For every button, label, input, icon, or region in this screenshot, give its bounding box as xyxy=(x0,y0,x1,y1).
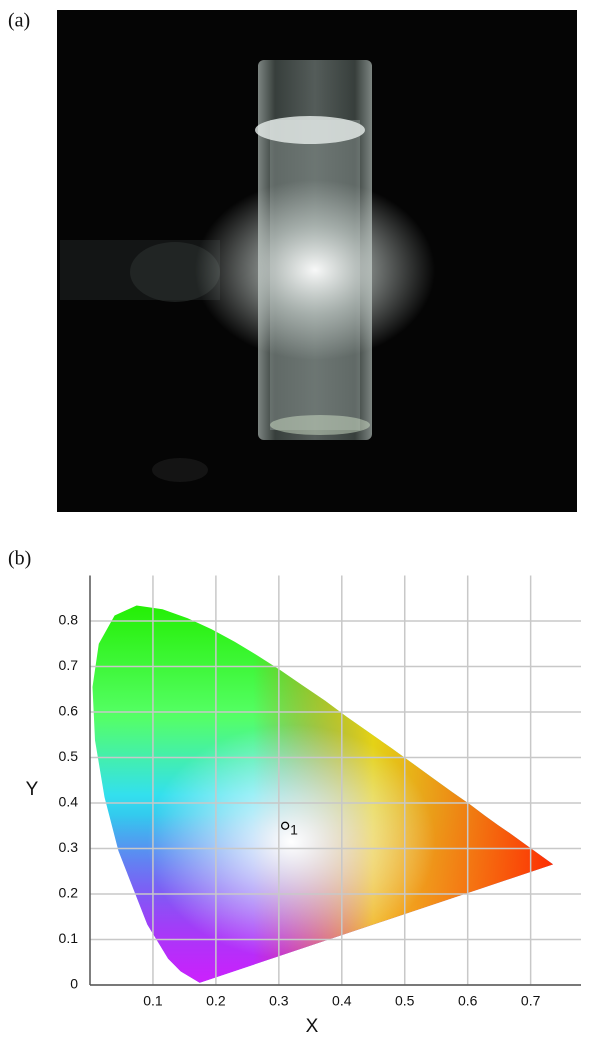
photo xyxy=(57,10,577,512)
axes xyxy=(89,575,581,986)
y-tick-label: 0.2 xyxy=(59,885,79,901)
x-tick-label: 0.5 xyxy=(395,993,415,1009)
x-tick-label: 0.3 xyxy=(269,993,289,1009)
panel-label: (b) xyxy=(8,548,31,570)
y-axis-title: Y xyxy=(26,779,39,800)
x-tick-label: 0.4 xyxy=(332,993,352,1009)
x-axis-title: X xyxy=(306,1016,319,1037)
point xyxy=(280,821,290,830)
y-tick-label: 0.1 xyxy=(59,930,79,946)
chromaticity-gamut xyxy=(92,605,554,983)
y-tick-label: 0.4 xyxy=(59,794,79,810)
point-label: 1 xyxy=(290,821,298,837)
y-tick-label: 0.7 xyxy=(59,657,79,673)
x-tick-label: 0.6 xyxy=(458,993,478,1009)
x-tick-label: 0.2 xyxy=(206,993,226,1009)
y-tick-label: 0.8 xyxy=(59,612,79,628)
y-tick-label: 0.6 xyxy=(59,703,79,719)
x-tick-label: 0.7 xyxy=(521,993,541,1009)
y-tick-label: 0 xyxy=(70,976,78,992)
y-tick-label: 0.3 xyxy=(59,839,79,855)
y-tick-label: 0.5 xyxy=(59,748,79,764)
panel-label: (a) xyxy=(8,10,30,32)
x-tick-label: 0.1 xyxy=(143,993,163,1009)
